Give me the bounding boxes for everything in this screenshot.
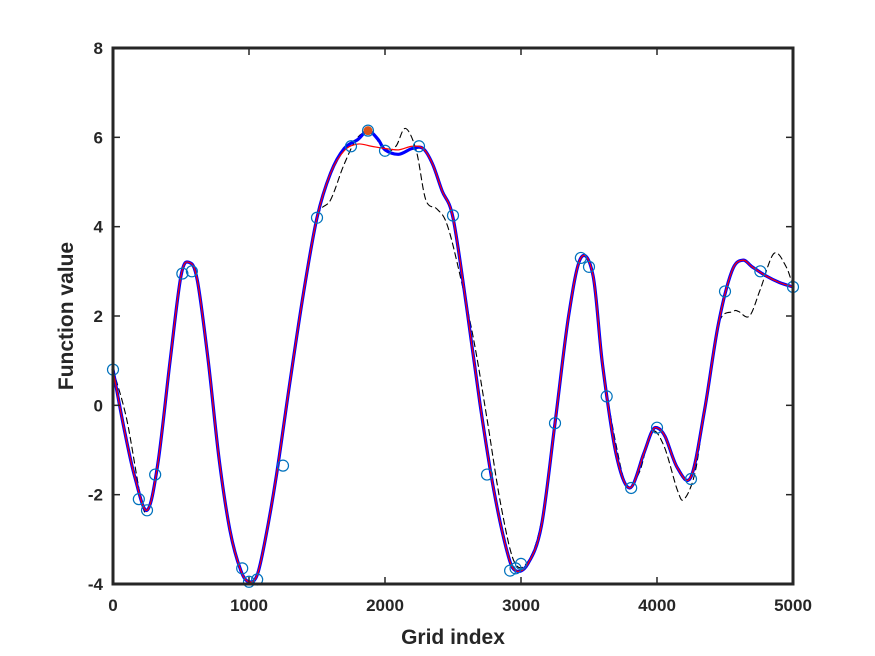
x-tick-label: 1000 [230,596,268,615]
x-tick-label: 5000 [774,596,812,615]
data-point-marker [548,417,562,430]
data-point-marker [718,285,732,298]
data-point-marker [480,468,494,481]
series-open-circle-markers [106,124,800,588]
data-point-marker [582,260,596,273]
x-tick-label: 3000 [502,596,540,615]
data-point-marker [574,251,587,265]
data-point-marker [140,504,154,517]
data-point-marker [514,557,528,571]
data-point-marker [412,140,426,153]
y-tick-label: 8 [94,39,103,58]
x-axis-label: Grid index [401,626,505,649]
data-point-marker [344,140,358,153]
data-point-marker [625,481,638,495]
data-point-marker [378,144,392,157]
data-point-marker [149,468,162,481]
data-point-marker [132,493,145,506]
data-point-marker [754,265,767,278]
y-axis-label: Function value [55,242,78,390]
data-point-marker [185,265,198,278]
data-point-marker [650,421,664,434]
x-tick-label: 4000 [638,596,676,615]
x-tick-label: 0 [108,596,117,615]
data-point-marker [276,459,290,472]
data-point-marker [310,211,324,224]
highlight-point-marker [363,126,373,136]
data-point-marker [242,575,256,588]
y-tick-label: -2 [88,486,103,505]
data-point-marker [176,267,189,280]
y-tick-label: -4 [88,575,104,594]
y-tick-label: 0 [94,396,103,415]
data-point-marker [504,564,517,577]
series-line-thin-red-line [112,143,794,583]
data-point-marker [361,124,375,137]
data-point-marker [684,472,698,486]
data-point-marker [600,390,613,403]
x-tick-label: 2000 [366,596,404,615]
series-filled-marker [363,126,373,136]
plot-area [106,124,800,588]
data-point-marker [446,209,460,222]
y-tick-label: 6 [94,128,103,147]
series-thin-red-line [112,143,794,583]
y-tick-label: 2 [94,307,103,326]
axes-box [111,46,795,586]
data-point-marker [236,562,249,575]
y-tick-label: 4 [94,218,104,237]
